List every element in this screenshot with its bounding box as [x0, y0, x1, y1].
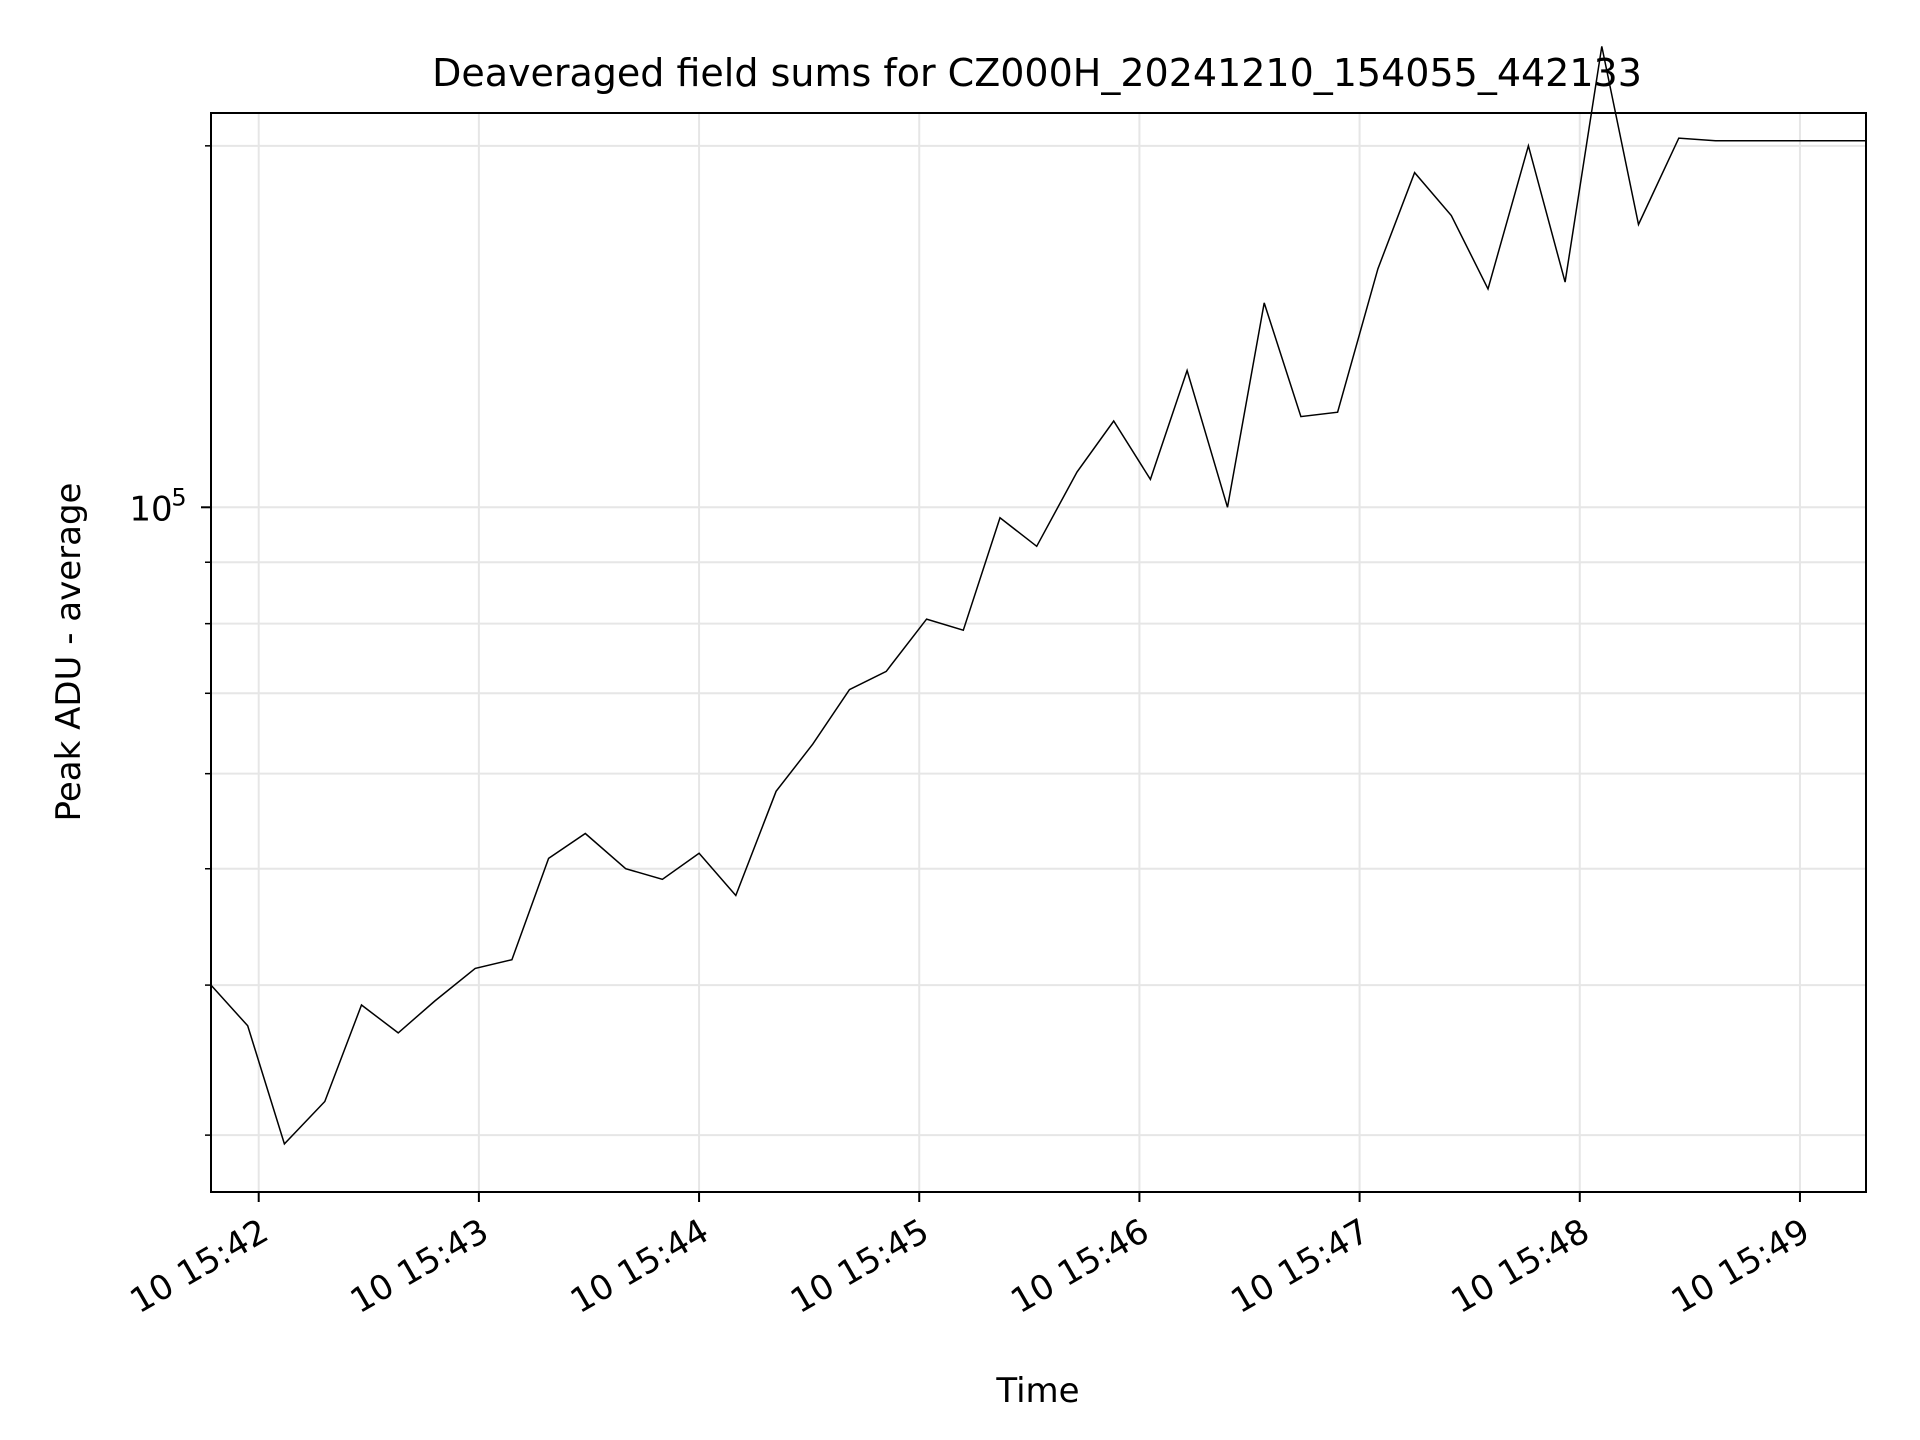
y-tick-label: 10	[129, 489, 172, 529]
data-layer	[210, 46, 1866, 1146]
y-axis-label: Peak ADU - average	[49, 483, 89, 822]
series-line	[210, 46, 1866, 1146]
grid	[211, 113, 1866, 1192]
x-axis-label: Time	[995, 1371, 1079, 1411]
y-tick-label-exponent: 5	[171, 483, 186, 511]
plot-frame	[210, 112, 1867, 1193]
chart-title: Deaveraged field sums for CZ000H_2024121…	[432, 51, 1642, 95]
plot-background	[211, 113, 1866, 1192]
